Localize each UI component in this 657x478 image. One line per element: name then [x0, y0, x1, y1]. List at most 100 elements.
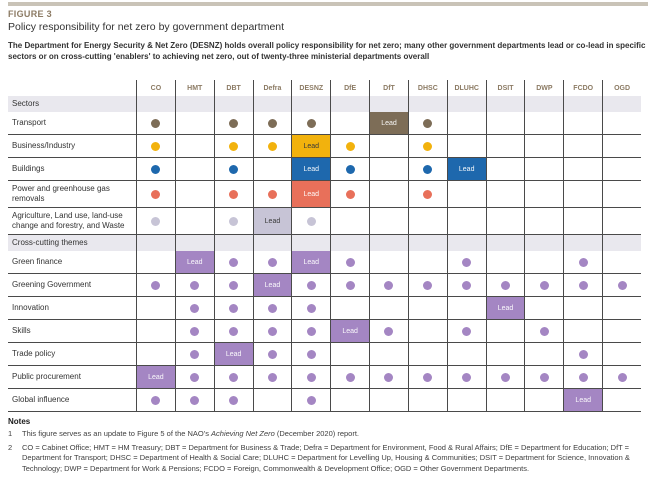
- matrix-cell: [485, 366, 525, 388]
- matrix-cell: [524, 158, 563, 180]
- dot: [151, 216, 161, 226]
- figure-title: Policy responsibility for net zero by go…: [8, 21, 285, 33]
- column-header: HMT: [174, 80, 214, 96]
- matrix-cell: [291, 297, 330, 319]
- matrix-cell: [136, 158, 175, 180]
- row-label: Green finance: [12, 257, 63, 266]
- matrix-cell: [446, 320, 486, 342]
- dot: [306, 349, 316, 359]
- dot: [229, 118, 239, 128]
- note-text: CO = Cabinet Office; HMT = HM Treasury; …: [22, 442, 630, 473]
- matrix-cell: [213, 158, 253, 180]
- dot: [229, 189, 239, 199]
- matrix-cell: [602, 135, 641, 157]
- dot: [617, 280, 627, 290]
- matrix-cell: [446, 208, 486, 234]
- matrix-cell: [407, 135, 447, 157]
- matrix-cell: [174, 96, 214, 112]
- matrix-cell: [446, 366, 486, 388]
- lead-badge: Lead: [253, 274, 292, 296]
- matrix-cell: [446, 135, 486, 157]
- matrix-cell: [407, 320, 447, 342]
- matrix-row: Green finance Lead Lead: [8, 251, 641, 274]
- matrix-cell: [485, 112, 525, 134]
- dot: [151, 118, 161, 128]
- matrix-cell: [485, 251, 525, 273]
- dot: [384, 280, 394, 290]
- column-header: DLUHC: [446, 80, 486, 96]
- matrix-cell: [213, 112, 253, 134]
- matrix-row: Trade policy Lead: [8, 343, 641, 366]
- dot: [384, 372, 394, 382]
- matrix-cell: [369, 96, 408, 112]
- matrix-cell: Lead: [213, 343, 253, 365]
- matrix-cell: [407, 389, 447, 411]
- dot: [501, 372, 511, 382]
- matrix-cell: [369, 343, 408, 365]
- matrix-cell: [174, 112, 214, 134]
- matrix-row: Greening Government Lead: [8, 274, 641, 297]
- row-label: Skills: [12, 326, 31, 335]
- matrix-cell: [446, 274, 486, 296]
- dot: [190, 303, 200, 313]
- matrix-cell: [291, 96, 330, 112]
- corner-cell: [8, 80, 136, 96]
- column-header: OGD: [602, 80, 641, 96]
- dot: [423, 118, 433, 128]
- matrix-cell: [524, 112, 563, 134]
- figure-tag: FIGURE 3: [8, 9, 52, 19]
- lead-badge: Lead: [175, 251, 214, 273]
- matrix-cell: [136, 181, 175, 207]
- matrix-cell: [252, 96, 292, 112]
- matrix-cell: [330, 181, 369, 207]
- matrix-cell: [330, 366, 369, 388]
- column-header: DSIT: [485, 80, 525, 96]
- column-header: DBT: [213, 80, 253, 96]
- matrix-row: Public procurement Lead: [8, 366, 641, 389]
- dot: [345, 257, 355, 267]
- section-band: Cross-cutting themes: [8, 235, 641, 251]
- matrix-cell: [524, 297, 563, 319]
- matrix-cell: [252, 320, 292, 342]
- matrix-cell: [136, 343, 175, 365]
- matrix-cell: [563, 158, 602, 180]
- matrix-cell: [446, 251, 486, 273]
- matrix-cell: [485, 320, 525, 342]
- matrix-cell: [213, 389, 253, 411]
- column-header: DfE: [330, 80, 369, 96]
- dot: [462, 257, 472, 267]
- matrix-cell: [524, 135, 563, 157]
- matrix-cell: [407, 96, 447, 112]
- matrix-row: Business/Industry Lead: [8, 135, 641, 158]
- matrix-cell: Lead: [252, 274, 292, 296]
- dot: [229, 303, 239, 313]
- dot: [190, 372, 200, 382]
- matrix-cell: [252, 343, 292, 365]
- column-header: DHSC: [407, 80, 447, 96]
- dot: [384, 326, 394, 336]
- matrix-cell: [524, 343, 563, 365]
- matrix-cell: [330, 235, 369, 251]
- matrix-cell: [330, 158, 369, 180]
- matrix-cell: [485, 135, 525, 157]
- row-label: Business/Industry: [12, 141, 76, 150]
- matrix-cell: [602, 274, 641, 296]
- dot: [578, 349, 588, 359]
- matrix-cell: [602, 251, 641, 273]
- matrix-cell: [330, 96, 369, 112]
- dot: [345, 141, 355, 151]
- matrix-cell: [174, 274, 214, 296]
- dot: [229, 164, 239, 174]
- matrix-cell: [446, 235, 486, 251]
- matrix-cell: [485, 96, 525, 112]
- matrix-cell: [602, 297, 641, 319]
- row-label: Global influence: [12, 395, 70, 404]
- column-header: DWP: [524, 80, 563, 96]
- matrix-cell: [136, 389, 175, 411]
- matrix-cell: [369, 181, 408, 207]
- column-header: DESNZ: [291, 80, 330, 96]
- lead-badge: Lead: [564, 389, 603, 411]
- dot: [345, 280, 355, 290]
- matrix-cell: [174, 389, 214, 411]
- matrix-cell: [563, 297, 602, 319]
